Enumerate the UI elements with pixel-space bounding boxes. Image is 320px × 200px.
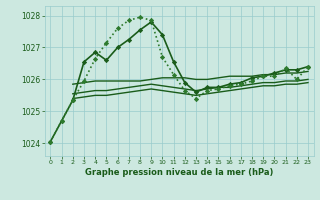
X-axis label: Graphe pression niveau de la mer (hPa): Graphe pression niveau de la mer (hPa) <box>85 168 273 177</box>
